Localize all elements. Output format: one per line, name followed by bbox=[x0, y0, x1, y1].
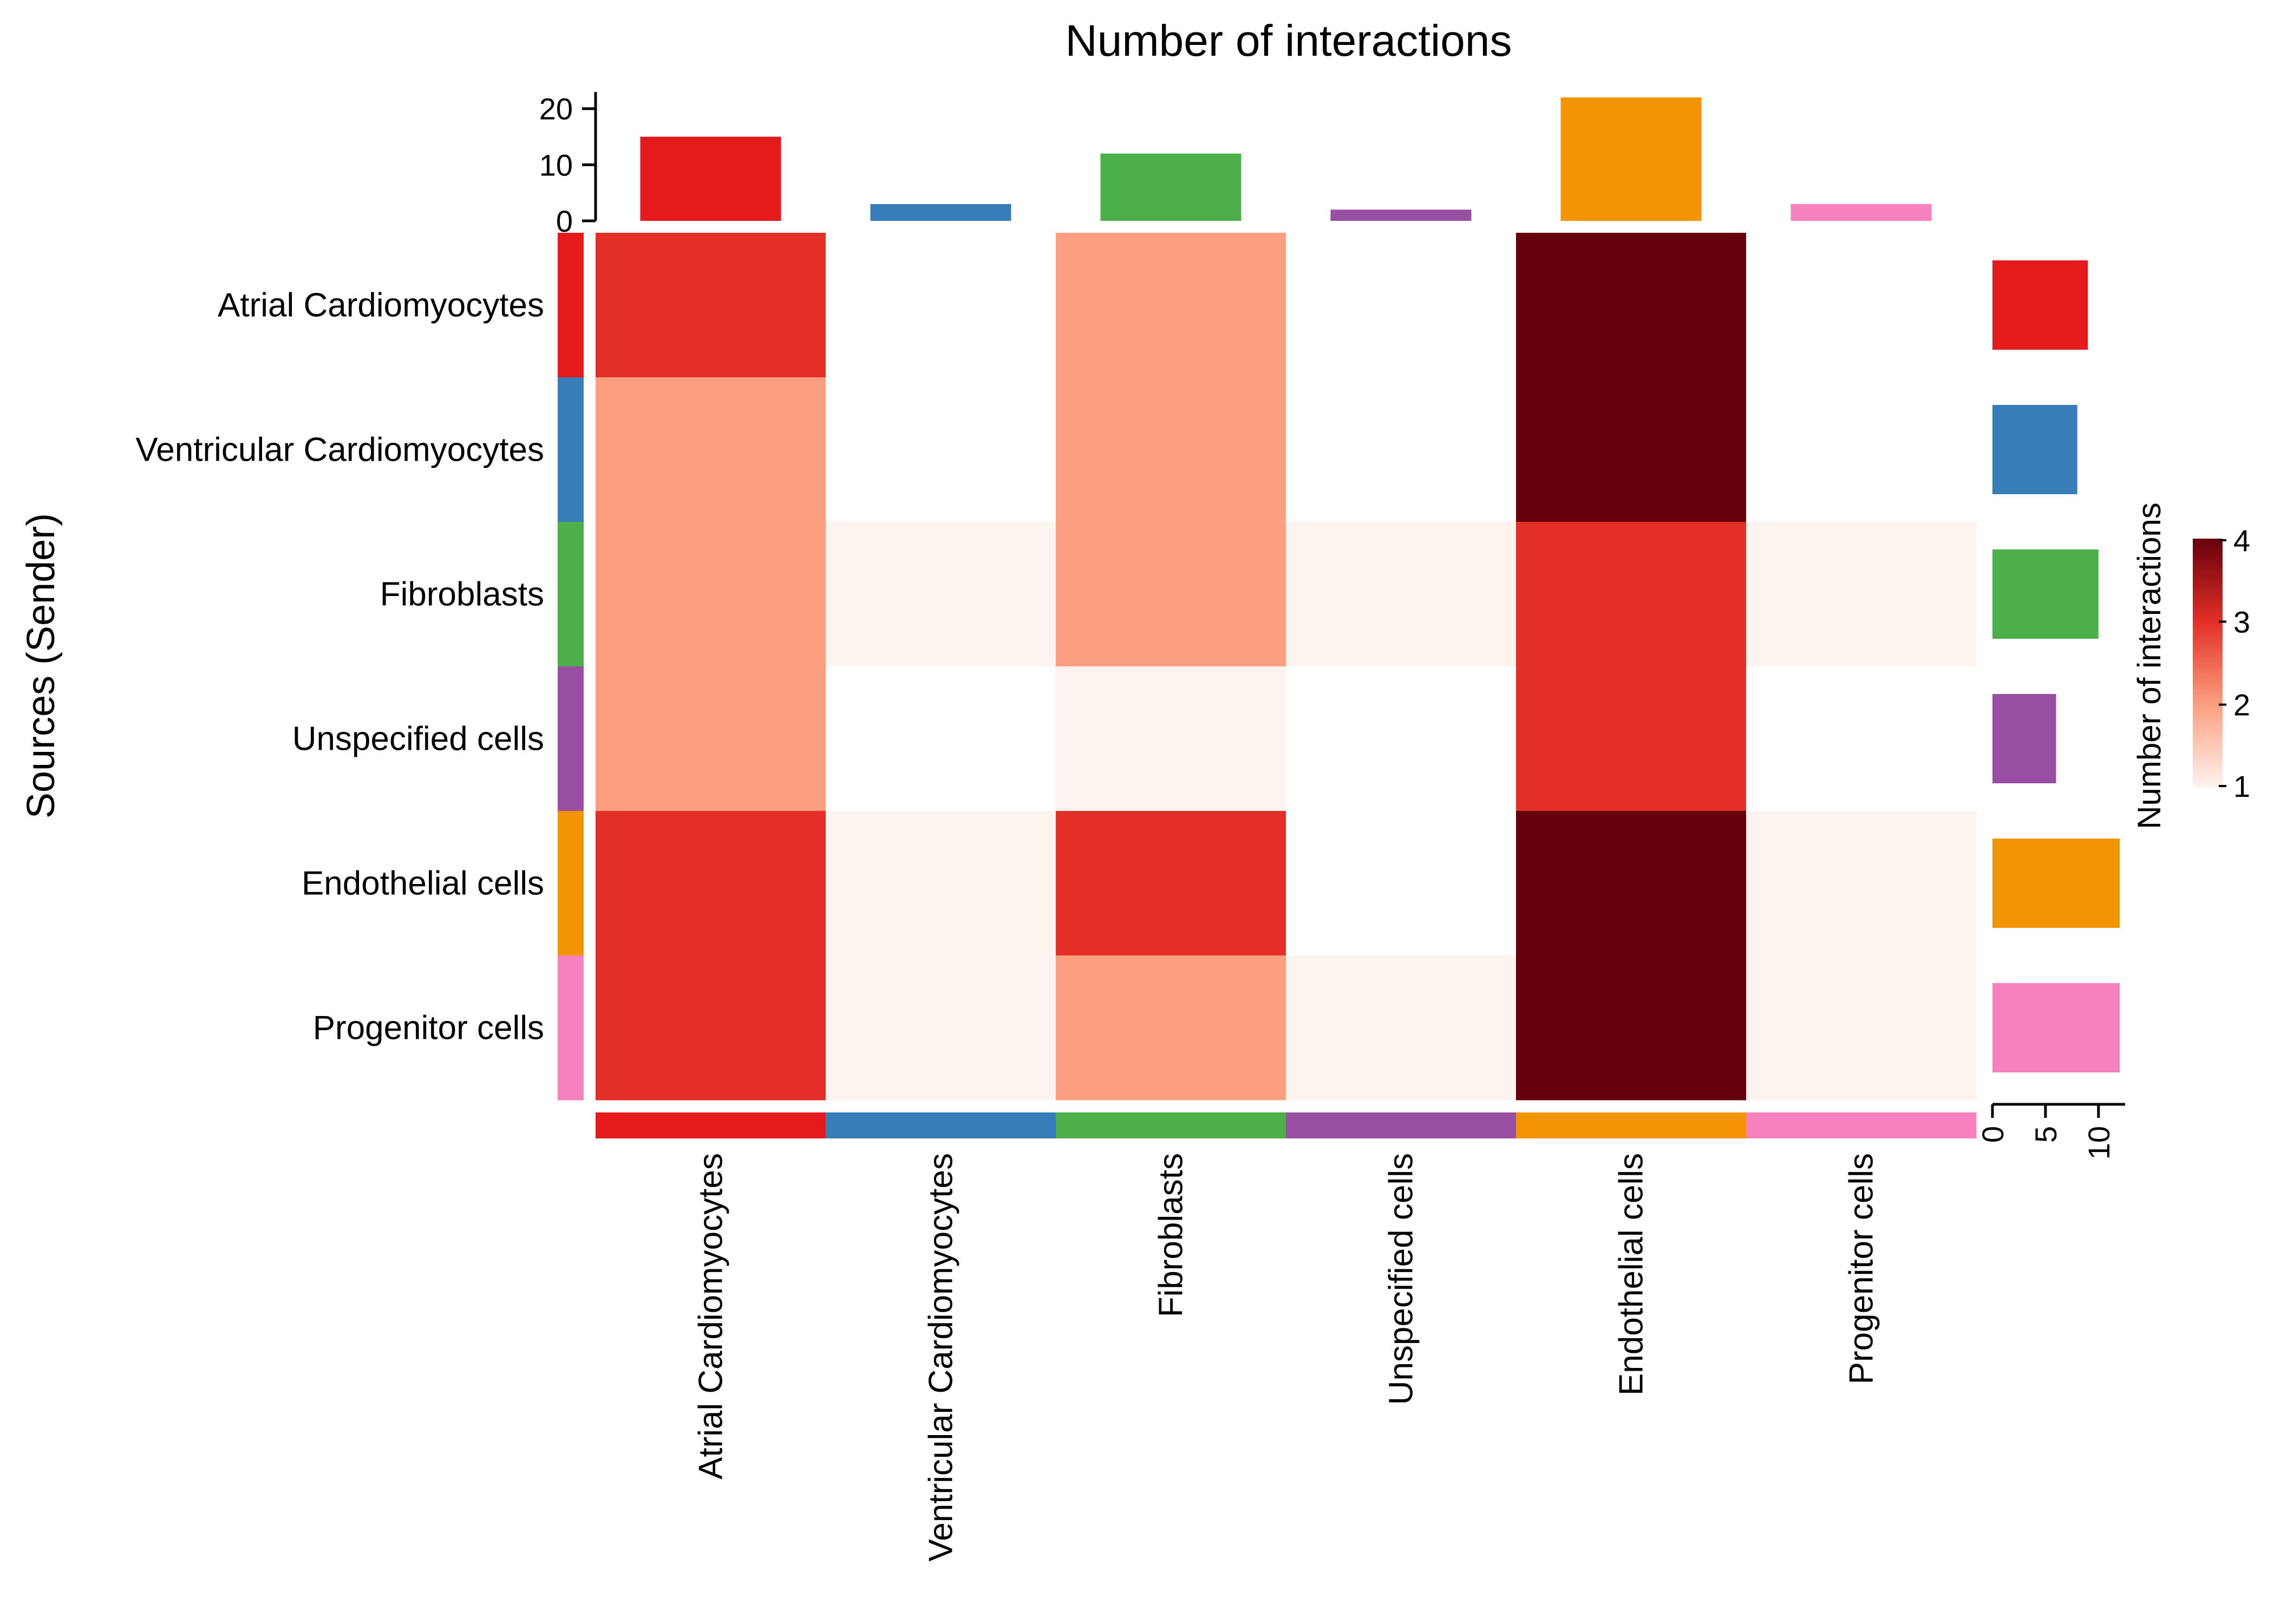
heatmap-cell-endothelial-cells-to-progenitor-cells bbox=[1746, 811, 1977, 956]
row-annotation-fibroblasts bbox=[558, 522, 584, 667]
heatmap-cell-unspecified-cells-to-ventricular-cardiomyocytes bbox=[826, 666, 1056, 811]
legend-title: Number of interactions bbox=[2131, 502, 2167, 829]
row-label-atrial-cardiomyocytes: Atrial Cardiomyocytes bbox=[218, 287, 544, 324]
heatmap-cell-progenitor-cells-to-unspecified-cells bbox=[1286, 955, 1517, 1101]
heatmap-cell-atrial-cardiomyocytes-to-progenitor-cells bbox=[1746, 233, 1977, 378]
column-annotation-ventricular-cardiomyocytes bbox=[826, 1112, 1056, 1138]
right-bar-ventricular-cardiomyocytes bbox=[1992, 405, 2077, 494]
legend-tick-label: 1 bbox=[2233, 769, 2250, 803]
heatmap-cell-progenitor-cells-to-fibroblasts bbox=[1056, 955, 1286, 1101]
row-annotation-atrial-cardiomyocytes bbox=[558, 233, 584, 378]
row-label-progenitor-cells: Progenitor cells bbox=[313, 1010, 544, 1047]
legend-tick-label: 2 bbox=[2233, 688, 2250, 722]
heatmap-cell-endothelial-cells-to-unspecified-cells bbox=[1286, 811, 1517, 956]
column-label-progenitor-cells: Progenitor cells bbox=[1843, 1153, 1880, 1384]
right-bar-tick-label: 0 bbox=[1976, 1126, 2010, 1143]
top-bar-ventricular-cardiomyocytes bbox=[870, 204, 1011, 221]
column-label-unspecified-cells: Unspecified cells bbox=[1383, 1153, 1420, 1405]
top-bar-unspecified-cells bbox=[1330, 209, 1472, 221]
row-label-ventricular-cardiomyocytes: Ventricular Cardiomyocytes bbox=[135, 431, 544, 469]
column-label-atrial-cardiomyocytes: Atrial Cardiomyocytes bbox=[692, 1153, 730, 1479]
chart-title: Number of interactions bbox=[1066, 16, 1512, 66]
heatmap-cell-ventricular-cardiomyocytes-to-atrial-cardiomyocytes bbox=[596, 377, 826, 522]
heatmap-cell-endothelial-cells-to-endothelial-cells bbox=[1516, 811, 1747, 956]
column-label-ventricular-cardiomyocytes: Ventricular Cardiomyocytes bbox=[923, 1153, 960, 1562]
row-annotation-progenitor-cells bbox=[558, 955, 584, 1101]
heatmap-cell-ventricular-cardiomyocytes-to-progenitor-cells bbox=[1746, 377, 1977, 522]
legend-tick-label: 3 bbox=[2233, 605, 2250, 639]
right-bar-tick-label: 5 bbox=[2029, 1126, 2063, 1143]
right-bar-progenitor-cells bbox=[1992, 983, 2120, 1072]
right-bar-unspecified-cells bbox=[1992, 694, 2056, 783]
heatmap-cell-fibroblasts-to-atrial-cardiomyocytes bbox=[596, 522, 826, 667]
column-label-fibroblasts: Fibroblasts bbox=[1153, 1153, 1190, 1317]
column-label-endothelial-cells: Endothelial cells bbox=[1613, 1153, 1650, 1396]
heatmap-cell-ventricular-cardiomyocytes-to-unspecified-cells bbox=[1286, 377, 1517, 522]
column-annotation-unspecified-cells bbox=[1286, 1112, 1517, 1138]
heatmap-cell-atrial-cardiomyocytes-to-fibroblasts bbox=[1056, 233, 1286, 378]
row-label-endothelial-cells: Endothelial cells bbox=[302, 865, 544, 902]
legend-tick-label: 4 bbox=[2233, 523, 2250, 558]
heatmap-cell-unspecified-cells-to-unspecified-cells bbox=[1286, 666, 1517, 811]
heatmap-cell-ventricular-cardiomyocytes-to-ventricular-cardiomyocytes bbox=[826, 377, 1056, 522]
right-bar-fibroblasts bbox=[1992, 549, 2099, 639]
heatmap-cell-endothelial-cells-to-ventricular-cardiomyocytes bbox=[826, 811, 1056, 956]
column-annotation-endothelial-cells bbox=[1516, 1112, 1747, 1138]
heatmap-cell-ventricular-cardiomyocytes-to-endothelial-cells bbox=[1516, 377, 1747, 522]
heatmap-cell-fibroblasts-to-progenitor-cells bbox=[1746, 522, 1977, 667]
row-annotation-endothelial-cells bbox=[558, 811, 584, 956]
heatmap-cell-fibroblasts-to-unspecified-cells bbox=[1286, 522, 1517, 667]
right-bar-atrial-cardiomyocytes bbox=[1992, 260, 2088, 350]
heatmap-cell-endothelial-cells-to-atrial-cardiomyocytes bbox=[596, 811, 826, 956]
legend-ticks: 1 2 3 4 bbox=[2219, 523, 2250, 803]
heatmap-cell-ventricular-cardiomyocytes-to-fibroblasts bbox=[1056, 377, 1286, 522]
heatmap-cell-progenitor-cells-to-progenitor-cells bbox=[1746, 955, 1977, 1101]
row-annotation-ventricular-cardiomyocytes bbox=[558, 377, 584, 522]
heatmap-grid bbox=[596, 233, 1977, 1101]
top-bar-atrial-cardiomyocytes bbox=[640, 136, 781, 221]
heatmap-cell-atrial-cardiomyocytes-to-endothelial-cells bbox=[1516, 233, 1747, 378]
row-annotation-unspecified-cells bbox=[558, 666, 584, 811]
column-annotation-progenitor-cells bbox=[1746, 1112, 1977, 1138]
heatmap-cell-unspecified-cells-to-progenitor-cells bbox=[1746, 666, 1977, 811]
heatmap-cell-progenitor-cells-to-ventricular-cardiomyocytes bbox=[826, 955, 1056, 1101]
row-labels: Atrial Cardiomyocytes Ventricular Cardiom… bbox=[135, 287, 544, 1047]
row-color-annotation bbox=[558, 233, 584, 1101]
right-bar-endothelial-cells bbox=[1992, 839, 2120, 928]
top-bar-fibroblasts bbox=[1100, 153, 1241, 221]
column-color-annotation bbox=[596, 1112, 1977, 1138]
top-bar-chart: 0 10 20 bbox=[539, 92, 1932, 238]
right-bar-tick-label: 10 bbox=[2082, 1126, 2116, 1160]
heatmap-cell-fibroblasts-to-fibroblasts bbox=[1056, 522, 1286, 667]
row-label-unspecified-cells: Unspecified cells bbox=[292, 721, 544, 758]
top-bar-tick-label: 10 bbox=[539, 148, 573, 182]
heatmap-cell-unspecified-cells-to-atrial-cardiomyocytes bbox=[596, 666, 826, 811]
column-labels: Atrial Cardiomyocytes Ventricular Cardiom… bbox=[692, 1153, 1880, 1562]
heatmap-cell-fibroblasts-to-endothelial-cells bbox=[1516, 522, 1747, 667]
column-annotation-atrial-cardiomyocytes bbox=[596, 1112, 826, 1138]
row-label-fibroblasts: Fibroblasts bbox=[380, 576, 544, 613]
heatmap-cell-atrial-cardiomyocytes-to-unspecified-cells bbox=[1286, 233, 1517, 378]
legend-colorbar bbox=[2193, 539, 2223, 788]
heatmap-cell-atrial-cardiomyocytes-to-atrial-cardiomyocytes bbox=[596, 233, 826, 378]
top-bar-endothelial-cells bbox=[1560, 97, 1702, 221]
top-bar-progenitor-cells bbox=[1791, 204, 1932, 221]
top-bar-tick-label: 20 bbox=[539, 92, 573, 126]
top-bar-tick-label: 0 bbox=[556, 204, 573, 238]
heatmap-cell-endothelial-cells-to-fibroblasts bbox=[1056, 811, 1286, 956]
y-axis-label: Sources (Sender) bbox=[19, 513, 63, 818]
column-annotation-fibroblasts bbox=[1056, 1112, 1286, 1138]
heatmap-cell-progenitor-cells-to-endothelial-cells bbox=[1516, 955, 1747, 1101]
heatmap-cell-atrial-cardiomyocytes-to-ventricular-cardiomyocytes bbox=[826, 233, 1056, 378]
heatmap-cell-unspecified-cells-to-fibroblasts bbox=[1056, 666, 1286, 811]
heatmap-cell-unspecified-cells-to-endothelial-cells bbox=[1516, 666, 1747, 811]
color-legend: Number of interactions 1 2 3 4 bbox=[2131, 502, 2250, 829]
heatmap-cell-fibroblasts-to-ventricular-cardiomyocytes bbox=[826, 522, 1056, 667]
heatmap-cell-progenitor-cells-to-atrial-cardiomyocytes bbox=[596, 955, 826, 1101]
right-bar-chart: 0 5 10 bbox=[1976, 260, 2125, 1160]
